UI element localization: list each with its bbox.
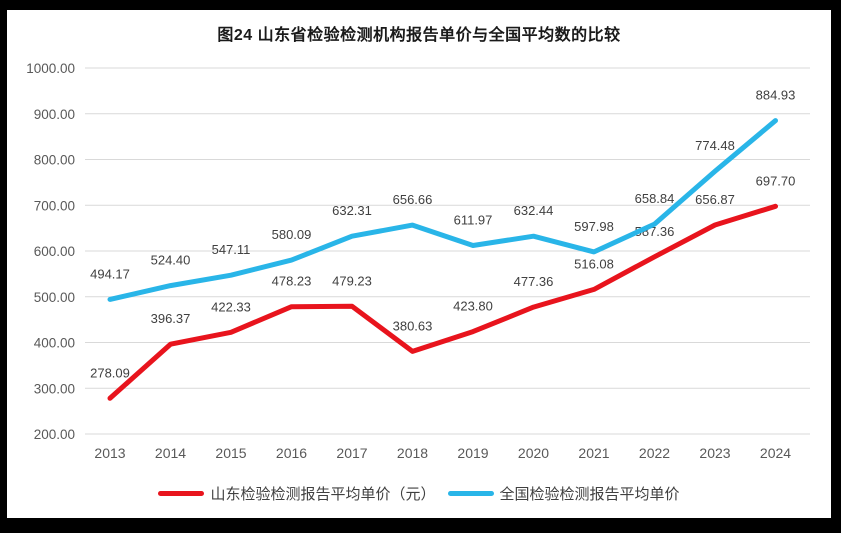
y-tick-label: 500.00	[34, 290, 75, 305]
data-label: 632.44	[514, 203, 554, 218]
data-label: 547.11	[212, 242, 251, 257]
x-tick-label: 2018	[397, 445, 428, 461]
x-tick-label: 2014	[155, 445, 186, 461]
chart-legend: 山东检验检测报告平均单价（元） 全国检验检测报告平均单价	[7, 483, 831, 504]
x-tick-label: 2021	[578, 445, 609, 461]
x-tick-label: 2024	[760, 445, 791, 461]
data-label: 516.08	[574, 256, 614, 271]
y-tick-label: 400.00	[34, 336, 75, 351]
y-tick-label: 700.00	[34, 198, 75, 213]
data-label: 396.37	[151, 311, 191, 326]
x-tick-label: 2023	[699, 445, 730, 461]
data-label: 656.66	[393, 192, 433, 207]
y-tick-label: 300.00	[34, 381, 75, 396]
series-line-shandong	[107, 203, 778, 401]
data-label: 494.17	[90, 266, 130, 281]
data-label: 278.09	[90, 365, 130, 380]
y-tick-label: 800.00	[34, 153, 75, 168]
data-label: 580.09	[272, 227, 312, 242]
data-label: 478.23	[272, 274, 312, 289]
data-label: 697.70	[756, 173, 796, 188]
x-tick-label: 2013	[94, 445, 125, 461]
data-label: 524.40	[151, 253, 191, 268]
data-label: 611.97	[454, 213, 493, 228]
line-chart: 200.00 300.00 400.00 500.00 600.00 700.00 800.…	[26, 61, 810, 461]
legend-swatch-national	[447, 491, 494, 496]
data-label: 479.23	[332, 273, 372, 288]
x-tick-label: 2019	[457, 445, 488, 461]
chart-title: 图24 山东省检验检测机构报告单价与全国平均数的比较	[217, 27, 621, 44]
x-tick-label: 2017	[336, 445, 367, 461]
x-tick-label: 2020	[518, 445, 549, 461]
series-line-national	[107, 118, 778, 302]
legend-label-shandong: 山东检验检测报告平均单价（元）	[210, 486, 436, 503]
x-tick-label: 2015	[215, 445, 246, 461]
legend-item-national: 全国检验检测报告平均单价	[447, 483, 680, 504]
data-label: 422.33	[211, 299, 251, 314]
x-tick-label: 2022	[639, 445, 670, 461]
x-tick-label: 2016	[276, 445, 307, 461]
data-label: 423.80	[453, 299, 493, 314]
data-label: 632.31	[332, 203, 372, 218]
data-label: 380.63	[393, 318, 433, 333]
data-label: 774.48	[695, 138, 735, 153]
y-tick-label: 900.00	[34, 107, 75, 122]
y-tick-label: 200.00	[34, 427, 75, 442]
legend-item-shandong: 山东检验检测报告平均单价（元）	[158, 483, 436, 504]
y-tick-label: 600.00	[34, 244, 75, 259]
data-label: 884.93	[756, 88, 796, 103]
data-label: 477.36	[514, 274, 554, 289]
chart-frame: 图24 山东省检验检测机构报告单价与全国平均数的比较 200.00 300.00 4…	[7, 10, 831, 518]
legend-label-national: 全国检验检测报告平均单价	[499, 486, 680, 503]
legend-swatch-shandong	[158, 491, 205, 496]
y-tick-label: 1000.00	[26, 61, 75, 76]
data-label: 658.84	[635, 191, 675, 206]
data-label: 597.98	[574, 219, 614, 234]
data-label: 656.87	[695, 192, 735, 207]
